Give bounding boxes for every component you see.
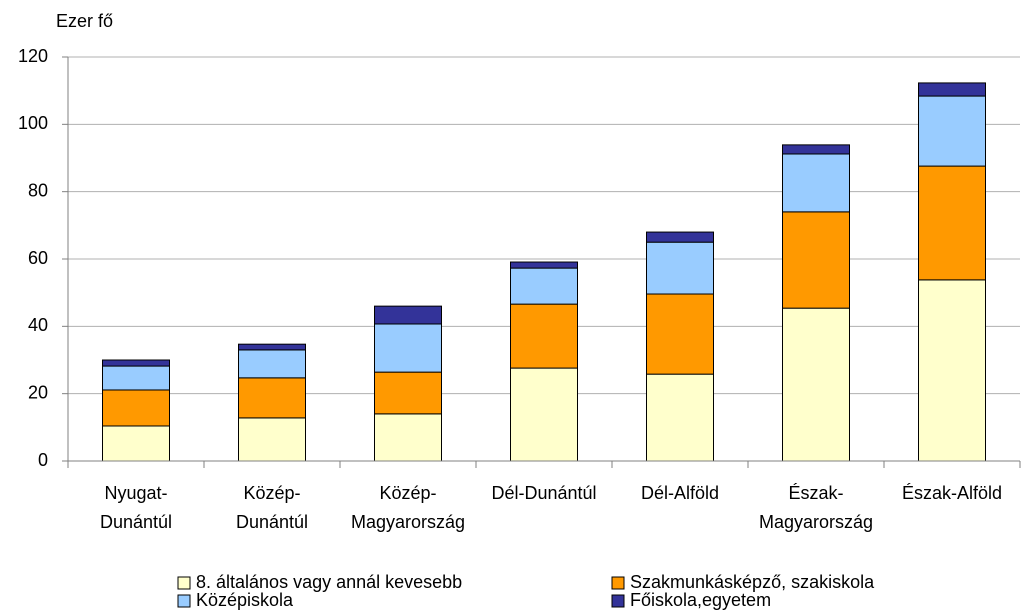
bar-segment: [782, 144, 850, 155]
y-tick-label: 60: [28, 248, 48, 268]
x-tick-label: Magyarország: [759, 512, 873, 532]
bar-segment: [646, 231, 714, 243]
bar-segment: [238, 377, 306, 419]
bar-segment: [102, 389, 170, 427]
bar-segment: [510, 261, 578, 269]
y-tick-label: 80: [28, 180, 48, 200]
bar-segment: [646, 293, 714, 375]
bar-segment: [646, 373, 714, 462]
bar-segment: [782, 211, 850, 309]
bar-segment: [918, 82, 986, 97]
y-tick-label: 120: [18, 46, 48, 66]
x-tick-label: Közép-: [243, 483, 300, 503]
x-tick-label: Észak-: [788, 483, 843, 503]
bar-segment: [918, 95, 986, 167]
bar-segment: [102, 359, 170, 367]
legend-label: Szakmunkásképző, szakiskola: [630, 572, 875, 592]
y-tick-label: 100: [18, 113, 48, 133]
x-tick-label: Magyarország: [351, 512, 465, 532]
x-tick-label: Nyugat-: [104, 483, 167, 503]
x-tick-label: Közép-: [379, 483, 436, 503]
bar-segment: [102, 365, 170, 391]
bar-segment: [374, 413, 442, 462]
legend-swatch: [611, 594, 625, 608]
legend-label: Középiskola: [196, 590, 294, 610]
bar-segment: [238, 349, 306, 379]
legend-swatch: [177, 576, 191, 590]
x-tick-label: Dunántúl: [100, 512, 172, 532]
bar-segment: [238, 343, 306, 351]
legend-label: 8. általános vagy annál kevesebb: [196, 572, 462, 592]
bar-segment: [918, 165, 986, 281]
bar-segment: [102, 425, 170, 462]
bar-segment: [510, 303, 578, 369]
bar-segment: [918, 279, 986, 462]
bar-segment: [374, 305, 442, 325]
bar-segment: [374, 371, 442, 415]
bar-segment: [782, 153, 850, 213]
legend-swatch: [611, 576, 625, 590]
legend-swatch: [177, 594, 191, 608]
x-tick-label: Észak-Alföld: [902, 483, 1002, 503]
y-tick-label: 40: [28, 315, 48, 335]
bar-segment: [782, 307, 850, 462]
bar-segment: [510, 267, 578, 305]
bar-segment: [646, 241, 714, 295]
bar-segment: [510, 367, 578, 462]
bar-segment: [374, 323, 442, 373]
bar-segment: [238, 417, 306, 462]
x-tick-label: Dunántúl: [236, 512, 308, 532]
legend-label: Főiskola,egyetem: [630, 590, 771, 610]
y-axis-label: Ezer fő: [56, 11, 113, 31]
y-tick-label: 20: [28, 382, 48, 402]
x-tick-label: Dél-Dunántúl: [491, 483, 596, 503]
x-tick-label: Dél-Alföld: [641, 483, 719, 503]
y-tick-label: 0: [38, 450, 48, 470]
